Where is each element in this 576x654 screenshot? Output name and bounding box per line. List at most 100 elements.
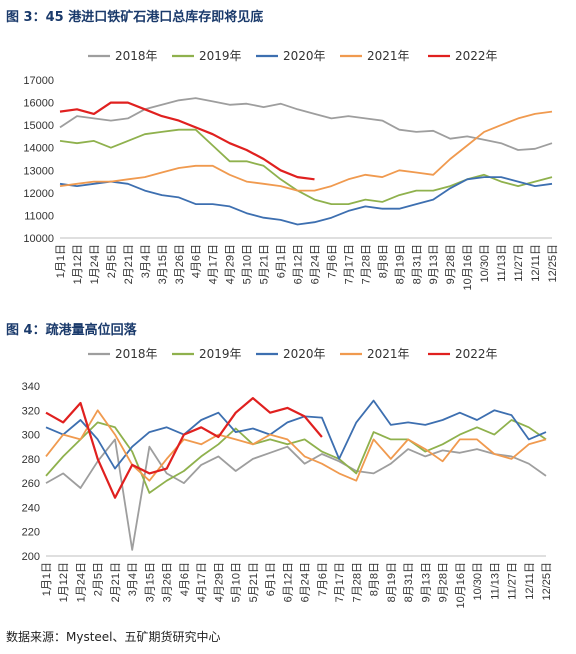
x-tick-label: 4月17日 [196,562,208,602]
legend-item-3: 2021年 [340,49,410,63]
x-tick-label: 4月29日 [225,244,237,284]
y-tick-label: 16000 [23,98,54,110]
x-tick-label: 3月26日 [174,244,186,284]
x-tick-label: 4月6日 [191,244,203,278]
y-tick-label: 280 [22,454,40,466]
x-tick-label: 12/11日 [524,562,536,600]
x-tick-label: 3月26日 [162,562,174,602]
legend-item-0: 2018年 [88,347,158,361]
x-tick-label: 5月21日 [248,562,260,602]
series-line-3 [45,409,547,482]
x-tick-label: 9月28日 [438,562,450,602]
x-tick-label: 8月31日 [411,244,423,284]
series-line-4 [59,101,315,181]
source-note: 数据来源：Mysteel、五矿期货研究中心 [6,630,221,644]
legend-label: 2020年 [283,49,326,63]
y-tick-label: 220 [22,527,40,539]
y-tick-label: 340 [22,381,40,393]
y-tick-label: 14000 [23,143,54,155]
x-tick-label: 10/30日 [479,244,491,283]
figure-title-1: 图 3：45 港进口铁矿石港口总库存即将见底 [6,10,264,25]
x-tick-label: 6月24日 [300,562,312,602]
x-tick-label: 11/27日 [513,244,525,282]
y-tick-label: 10000 [23,233,54,245]
x-tick-label: 9月13日 [420,562,432,602]
x-tick-label: 9月13日 [428,244,440,284]
x-tick-label: 4月6日 [179,562,191,596]
figure-title-2: 图 4：疏港量高位回落 [6,323,137,338]
series-line-3 [59,110,553,192]
x-tick-label: 1月12日 [58,562,70,602]
series-line-1 [45,419,547,494]
x-tick-label: 12/25日 [541,562,553,601]
legend-item-4: 2022年 [428,347,498,361]
x-tick-label: 9月28日 [445,244,457,284]
x-tick-label: 10月16日 [455,562,467,608]
x-tick-label: 1月12日 [72,244,84,284]
y-tick-label: 12000 [23,188,54,200]
port-clearance-line-chart: 2018年 2019年 2020年 2021年 2022年 200 220 240 260 280… [22,347,553,608]
x-tick-label: 7月17日 [334,562,346,602]
x-tick-label: 8月31日 [403,562,415,602]
y-tick-label: 320 [22,405,40,417]
x-tick-label: 4月17日 [208,244,220,284]
x-tick-label: 7月6日 [326,244,338,278]
series-line-0 [45,438,547,551]
x-tick-label: 8月19日 [386,562,398,602]
legend-label: 2021年 [367,347,410,361]
x-tick-label: 11/27日 [507,562,519,600]
x-tick-label: 7月28日 [351,562,363,602]
inventory-line-chart: 2018年 2019年 2020年 2021年 2022年 10000 11000 12000… [23,49,559,290]
x-tick-label: 7月17日 [343,244,355,284]
x-tick-label: 8月8日 [377,244,389,278]
x-tick-label: 6月1日 [265,562,277,596]
x-tick-label: 5月21日 [259,244,271,284]
legend-item-1: 2019年 [172,49,242,63]
y-tick-label: 240 [22,502,40,514]
x-tick-label: 12/11日 [530,244,542,282]
x-tick-label: 2月21日 [110,562,122,602]
x-tick-label: 10/30日 [472,562,484,601]
x-tick-label: 4月29日 [213,562,225,602]
y-tick-label: 200 [22,551,40,563]
legend-item-2: 2020年 [256,347,326,361]
series-line-1 [59,128,553,206]
x-tick-label: 1月1日 [41,562,53,596]
x-tick-label: 2月21日 [123,244,135,284]
legend-label: 2019年 [199,49,242,63]
series-line-2 [59,176,553,226]
x-tick-label: 3月15日 [157,244,169,284]
x-tick-label: 8月8日 [369,562,381,596]
x-tick-label: 6月1日 [276,244,288,278]
x-tick-label: 6月12日 [293,244,305,284]
legend-label: 2022年 [455,49,498,63]
legend-item-1: 2019年 [172,347,242,361]
x-tick-label: 10月16日 [462,244,474,290]
legend-item-3: 2021年 [340,347,410,361]
x-tick-label: 3月4日 [127,562,139,596]
x-tick-label: 2月5日 [93,562,105,596]
x-tick-label: 1月24日 [89,244,101,284]
y-tick-label: 11000 [24,210,54,222]
x-tick-label: 1月1日 [55,244,67,278]
x-tick-label: 11/13日 [496,244,508,282]
x-tick-label: 11/13日 [489,562,501,600]
series-line-0 [59,97,553,151]
x-tick-label: 2月5日 [106,244,118,278]
x-tick-label: 3月15日 [144,562,156,602]
x-tick-label: 3月4日 [140,244,152,278]
x-tick-label: 7月28日 [360,244,372,284]
series-line-2 [45,399,547,470]
legend-label: 2021年 [367,49,410,63]
x-tick-label: 6月12日 [282,562,294,602]
legend-item-4: 2022年 [428,49,498,63]
x-tick-label: 6月24日 [309,244,321,284]
legend-item-0: 2018年 [88,49,158,63]
legend-label: 2018年 [115,49,158,63]
legend-label: 2020年 [283,347,326,361]
x-tick-label: 5月10日 [242,244,254,284]
series-line-4 [45,396,323,499]
legend-label: 2019年 [199,347,242,361]
legend-item-2: 2020年 [256,49,326,63]
y-tick-label: 260 [22,478,40,490]
